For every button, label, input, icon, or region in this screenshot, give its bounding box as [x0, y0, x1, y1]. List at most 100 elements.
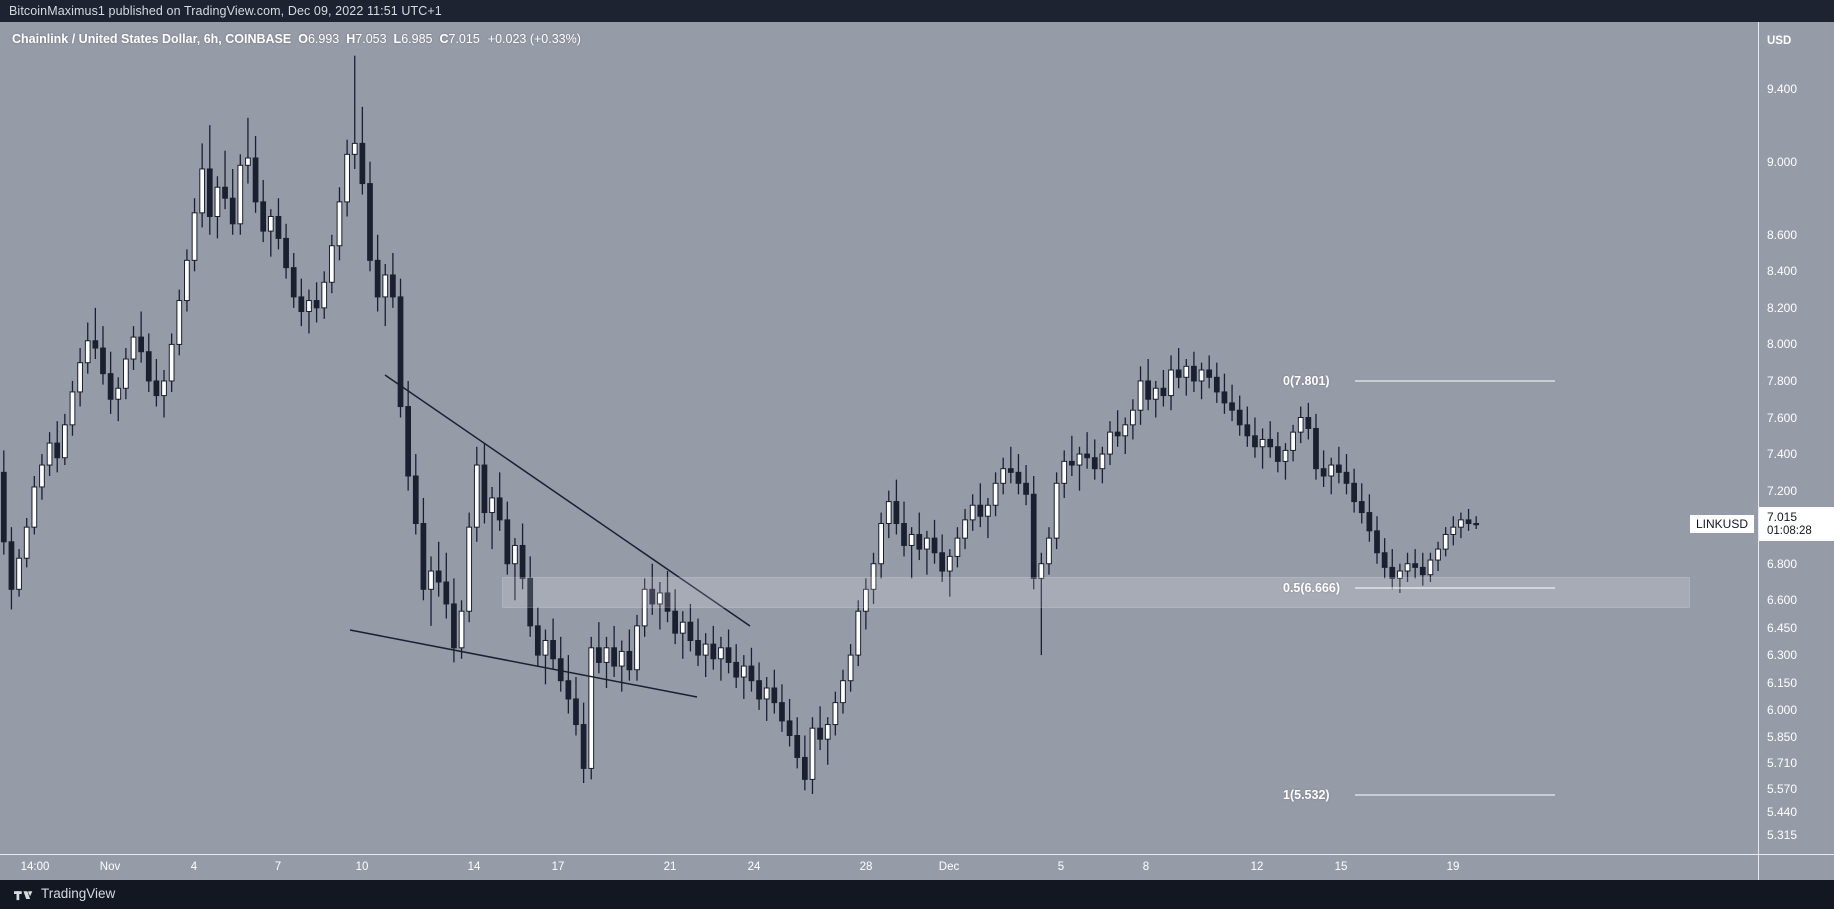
candle — [740, 665, 747, 678]
footer-bar: TradingView — [0, 880, 1834, 909]
time-axis-tick: 28 — [859, 861, 873, 873]
candle — [1015, 471, 1022, 484]
time-axis-tick: 17 — [551, 861, 565, 873]
price-axis-tick: 6.800 — [1767, 556, 1798, 571]
price-axis-tick: 6.450 — [1767, 620, 1798, 635]
time-axis-tick: 10 — [355, 861, 369, 873]
candle — [695, 639, 701, 656]
candle — [1213, 376, 1220, 393]
support-resistance-zone[interactable] — [502, 576, 1690, 608]
price-axis-tick: 5.850 — [1767, 730, 1798, 745]
candle — [618, 650, 625, 667]
fib-level-label[interactable]: 0.5(6.666) — [1283, 581, 1340, 596]
candle — [1412, 563, 1419, 568]
candle — [756, 680, 762, 700]
candle — [1244, 424, 1251, 437]
candle — [1076, 453, 1083, 466]
candle — [23, 526, 30, 559]
candle — [573, 698, 579, 726]
price-axis-tick: 7.600 — [1767, 410, 1798, 425]
candle — [1084, 453, 1090, 459]
candle — [84, 340, 91, 364]
axis-corner — [1758, 854, 1834, 880]
candle — [763, 687, 770, 700]
candlestick-series — [0, 55, 1480, 794]
candle — [115, 387, 122, 400]
candle — [397, 296, 404, 408]
time-axis[interactable]: 14:00 Nov 4 7 10 14 17 21 24 28 Dec 5 8 12 15 19 — [0, 854, 1758, 880]
candle — [1152, 387, 1159, 400]
candle — [1030, 493, 1037, 579]
candle — [527, 577, 534, 627]
fib-level-line[interactable] — [1355, 587, 1555, 589]
candle — [580, 724, 587, 769]
time-axis-tick: 12 — [1250, 861, 1264, 873]
price-axis-tick: 8.600 — [1767, 227, 1798, 242]
candle — [1229, 402, 1235, 411]
price-axis-tick: 5.570 — [1767, 781, 1798, 796]
fib-level-line[interactable] — [1355, 794, 1555, 796]
candle — [1007, 468, 1014, 473]
candle — [977, 504, 984, 517]
candle — [428, 570, 434, 590]
price-axis-tick: 6.000 — [1767, 702, 1798, 717]
candle — [206, 168, 213, 217]
candle — [344, 153, 350, 203]
price-axis-tick: 6.600 — [1767, 593, 1798, 608]
fib-level-label[interactable]: 0(7.801) — [1283, 373, 1330, 388]
candle — [229, 197, 236, 225]
current-price-value: 7.015 — [1767, 510, 1798, 525]
candle — [130, 336, 137, 360]
candle — [1107, 431, 1113, 455]
candle — [412, 475, 419, 525]
candle — [1442, 533, 1449, 550]
candle — [1137, 380, 1144, 411]
candle — [458, 610, 465, 649]
candle — [1023, 482, 1029, 495]
price-axis-tick: 5.315 — [1767, 828, 1798, 843]
candle — [863, 588, 869, 612]
candle — [1061, 460, 1068, 484]
candle — [1000, 468, 1007, 484]
candle — [1168, 369, 1174, 397]
candle — [290, 267, 297, 298]
chart-surface[interactable]: 0(7.801) 0.5(6.666) 1(5.532) Chainlink / U… — [0, 22, 1758, 854]
candle — [1282, 449, 1289, 462]
candle — [1267, 438, 1274, 448]
candle — [489, 497, 495, 514]
candle — [283, 237, 289, 269]
candle — [1320, 468, 1327, 477]
candle — [962, 519, 968, 539]
price-axis[interactable]: USD 9.400 9.000 8.600 8.400 8.200 8.000 7.800 7… — [1758, 22, 1834, 854]
plot-area[interactable]: 0(7.801) 0.5(6.666) 1(5.532) — [0, 22, 1758, 854]
candle — [946, 555, 953, 572]
candle — [184, 259, 190, 302]
candle — [367, 183, 373, 261]
candle — [306, 300, 312, 313]
candle — [779, 702, 785, 722]
candle — [702, 643, 709, 656]
candle — [1175, 369, 1182, 378]
candle — [565, 680, 572, 700]
falling-wedge-lower[interactable] — [349, 629, 698, 698]
candle — [672, 610, 679, 634]
candle — [214, 186, 221, 217]
fib-level-label[interactable]: 1(5.532) — [1283, 788, 1330, 803]
candle — [634, 625, 640, 671]
candle — [1198, 369, 1205, 382]
candle — [679, 621, 686, 634]
falling-wedge-upper[interactable] — [384, 374, 751, 627]
candle — [870, 563, 877, 590]
candle — [1053, 482, 1060, 539]
candle — [351, 142, 358, 155]
candle — [847, 654, 854, 682]
candle — [8, 541, 15, 590]
candle — [939, 552, 946, 572]
candle — [1374, 530, 1380, 554]
time-axis-tick: 14:00 — [20, 861, 50, 873]
candle — [664, 592, 671, 612]
fib-level-line[interactable] — [1355, 380, 1555, 382]
tradingview-brand[interactable]: TradingView — [14, 886, 115, 901]
candle — [1435, 548, 1441, 561]
candle — [145, 351, 152, 382]
